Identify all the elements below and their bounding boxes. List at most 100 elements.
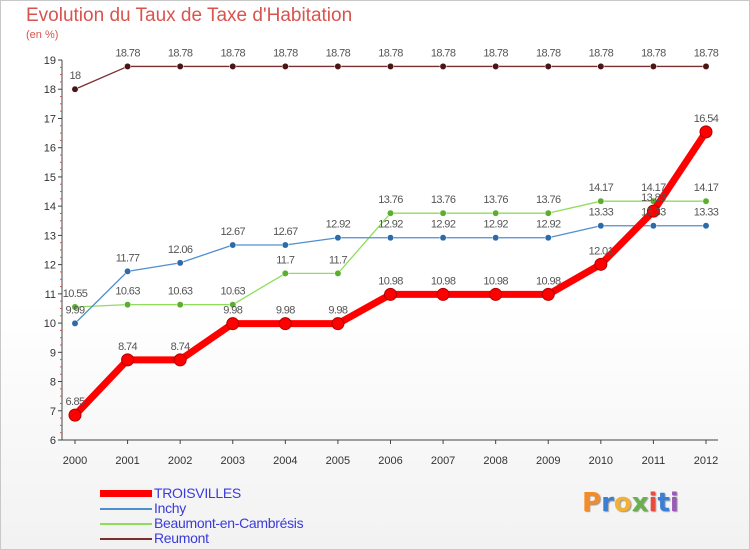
data-label: 9.98 (328, 305, 347, 317)
data-point (229, 301, 237, 309)
data-label: 18.78 (483, 47, 508, 59)
data-label: 12.92 (483, 219, 508, 231)
x-tick-label: 2011 (642, 455, 666, 467)
data-point (176, 301, 184, 309)
data-point (173, 353, 187, 367)
series-line (72, 129, 709, 418)
data-point (492, 209, 500, 217)
legend-label: TROISVILLES (154, 485, 241, 501)
data-label: 11.7 (276, 254, 295, 266)
proxiti-logo: Proxiti (582, 488, 679, 518)
data-label: 13.76 (378, 194, 403, 206)
data-label: 18.78 (378, 47, 403, 59)
data-label: 18.78 (220, 47, 245, 59)
y-tick-label: 15 (44, 172, 56, 184)
data-label: 18.78 (536, 47, 561, 59)
legend-label: Inchy (154, 500, 186, 516)
data-point (68, 408, 82, 422)
logo-letter: i (669, 488, 679, 518)
y-tick-label: 9 (50, 347, 56, 359)
data-label: 14.17 (694, 182, 719, 194)
data-label: 12.92 (326, 219, 351, 231)
data-point (699, 125, 713, 139)
data-point (124, 62, 132, 70)
axes: 6 7 8 9 10 11 12 13 14 15 16 17 18 19 2000 2001 2002 2003… (44, 55, 718, 467)
data-label: 10.55 (63, 288, 88, 300)
x-tick-label: 2007 (431, 455, 455, 467)
y-tick-label: 10 (44, 318, 56, 330)
data-point (439, 62, 447, 70)
data-point (229, 62, 237, 70)
data-label: 14.17 (641, 182, 666, 194)
data-label: 13.33 (641, 207, 666, 219)
data-point (384, 287, 397, 301)
x-tick-label: 2005 (326, 455, 350, 467)
data-label: 13.76 (483, 194, 508, 206)
series-troisvilles (68, 125, 713, 422)
series-lines (68, 62, 713, 422)
data-label: 18.78 (589, 47, 614, 59)
data-point (436, 287, 450, 301)
series-inchy (71, 222, 710, 327)
data-point (229, 241, 237, 249)
data-point (334, 62, 342, 70)
chart-unit-label: (en %) (26, 29, 59, 41)
data-point (334, 269, 342, 277)
data-label: 8.74 (171, 341, 190, 353)
x-tick-label: 2002 (168, 455, 192, 467)
legend-swatch (100, 490, 152, 497)
chart-title: Evolution du Taux de Taxe d'Habitation (26, 5, 353, 26)
data-label: 10.98 (536, 275, 561, 287)
x-tick-label: 2008 (483, 455, 507, 467)
legend-swatch (100, 538, 152, 540)
data-point (334, 234, 342, 242)
data-label: 12.06 (168, 244, 193, 256)
data-label: 18 (69, 70, 81, 82)
data-label: 12.67 (273, 226, 298, 238)
data-label: 12.67 (220, 226, 245, 238)
logo-letter: r (601, 488, 614, 518)
data-point (71, 85, 79, 93)
data-point (702, 222, 710, 230)
y-tick-label: 19 (44, 55, 56, 67)
data-label: 14.17 (589, 182, 614, 194)
legend-label: Reumont (154, 530, 209, 546)
logo-letter: x (631, 488, 649, 518)
x-tick-label: 2001 (115, 455, 139, 467)
x-tick-label: 2010 (589, 455, 613, 467)
data-label: 11.77 (116, 252, 140, 264)
data-point (594, 257, 608, 271)
y-tick-label: 16 (44, 143, 56, 155)
data-label: 10.98 (483, 275, 508, 287)
data-label: 10.63 (115, 286, 140, 298)
data-labels: 6.85 8.74 8.74 9.98 9.98 9.98 10.98 10.98 10.98 1… (63, 47, 720, 408)
data-point (439, 234, 447, 242)
data-label: 18.78 (326, 47, 351, 59)
data-label: 9.99 (65, 304, 84, 316)
y-tick-label: 6 (50, 435, 56, 447)
data-point (176, 259, 184, 267)
y-tick-label: 17 (44, 113, 56, 125)
data-label: 18.78 (641, 47, 666, 59)
data-point (597, 62, 605, 70)
data-label: 18.78 (431, 47, 456, 59)
data-point (71, 303, 79, 311)
y-tick-label: 7 (50, 406, 56, 418)
x-tick-label: 2012 (694, 455, 718, 467)
y-tick-label: 8 (50, 377, 56, 389)
x-tick-label: 2009 (536, 455, 560, 467)
data-point (121, 353, 135, 367)
data-point (278, 317, 292, 331)
logo-letter: o (613, 488, 632, 518)
data-point (124, 267, 132, 275)
data-label: 12.92 (378, 219, 403, 231)
data-point (331, 317, 345, 331)
data-point (649, 62, 657, 70)
data-point (281, 269, 289, 277)
data-label: 11.7 (329, 254, 348, 266)
data-point (702, 62, 710, 70)
data-point (124, 301, 132, 309)
data-label: 9.98 (223, 305, 242, 317)
x-tick-label: 2000 (63, 455, 87, 467)
